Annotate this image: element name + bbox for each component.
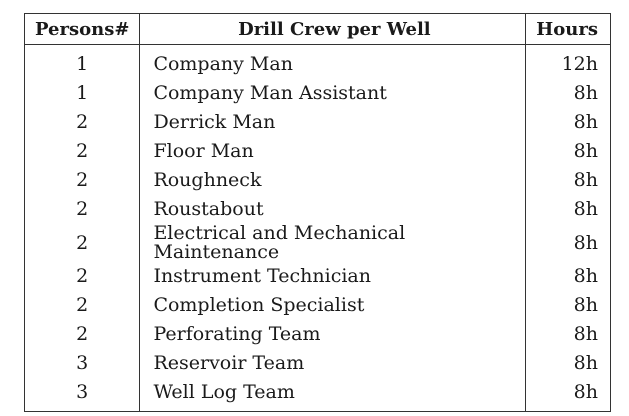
persons-cell: 2 xyxy=(24,262,141,291)
role-cell: Perforating Team xyxy=(139,320,527,349)
table-body: 1 Company Man 12h 1 Company Man Assistant 8h 2… xyxy=(24,44,611,412)
persons-cell: 2 xyxy=(24,224,141,262)
table-row: 2 Floor Man 8h xyxy=(24,137,611,166)
persons-cell: 1 xyxy=(24,79,141,108)
persons-cell: 2 xyxy=(24,108,141,137)
role-cell: Company Man Assistant xyxy=(139,79,527,108)
role-cell: Electrical and Mechanical Maintenance xyxy=(139,224,527,262)
table-row: 2 Roustabout 8h xyxy=(24,195,611,224)
table-row: 1 Company Man Assistant 8h xyxy=(24,79,611,108)
persons-cell: 2 xyxy=(24,137,141,166)
drill-crew-table: Persons# Drill Crew per Well Hours 1 Comp… xyxy=(24,13,611,412)
role-cell: Instrument Technician xyxy=(139,262,527,291)
table-row: 2 Electrical and Mechanical Maintenance 8h xyxy=(24,224,611,262)
hours-cell: 8h xyxy=(573,111,598,133)
role-cell: Derrick Man xyxy=(139,108,527,137)
hours-cell: 8h xyxy=(573,323,598,345)
role-cell: Well Log Team xyxy=(139,378,527,412)
header-hours: Hours xyxy=(525,13,611,45)
role-cell: Completion Specialist xyxy=(139,291,527,320)
hours-cell: 8h xyxy=(573,381,598,403)
header-drill-crew: Drill Crew per Well xyxy=(139,13,527,45)
role-cell: Company Man xyxy=(139,50,527,79)
table-row: 2 Derrick Man 8h xyxy=(24,108,611,137)
role-cell: Roughneck xyxy=(139,166,527,195)
hours-cell: 8h xyxy=(573,82,598,104)
table-header-row: Persons# Drill Crew per Well Hours xyxy=(24,13,611,45)
persons-cell: 1 xyxy=(24,50,141,79)
table-row: 2 Completion Specialist 8h xyxy=(24,291,611,320)
persons-cell: 2 xyxy=(24,195,141,224)
hours-cell: 8h xyxy=(573,294,598,316)
role-cell: Floor Man xyxy=(139,137,527,166)
table-spacer-row xyxy=(24,44,611,50)
persons-cell: 3 xyxy=(24,378,141,412)
table-row: 3 Reservoir Team 8h xyxy=(24,349,611,378)
header-persons: Persons# xyxy=(24,13,141,45)
persons-cell: 3 xyxy=(24,349,141,378)
role-cell: Reservoir Team xyxy=(139,349,527,378)
hours-cell: 12h xyxy=(561,53,598,75)
persons-cell: 2 xyxy=(24,166,141,195)
hours-cell: 8h xyxy=(573,169,598,191)
hours-cell: 8h xyxy=(573,265,598,287)
table-row: 2 Perforating Team 8h xyxy=(24,320,611,349)
spacer-cell xyxy=(139,44,527,50)
table-row: 1 Company Man 12h xyxy=(24,50,611,79)
spacer-cell xyxy=(24,44,141,50)
hours-cell: 8h xyxy=(573,198,598,220)
persons-cell: 2 xyxy=(24,320,141,349)
table-row: 2 Roughneck 8h xyxy=(24,166,611,195)
hours-cell: 8h xyxy=(573,140,598,162)
table-row: 3 Well Log Team 8h xyxy=(24,378,611,412)
table-row: 2 Instrument Technician 8h xyxy=(24,262,611,291)
persons-cell: 2 xyxy=(24,291,141,320)
hours-cell: 8h xyxy=(573,352,598,374)
role-cell: Roustabout xyxy=(139,195,527,224)
hours-cell: 8h xyxy=(573,231,598,254)
